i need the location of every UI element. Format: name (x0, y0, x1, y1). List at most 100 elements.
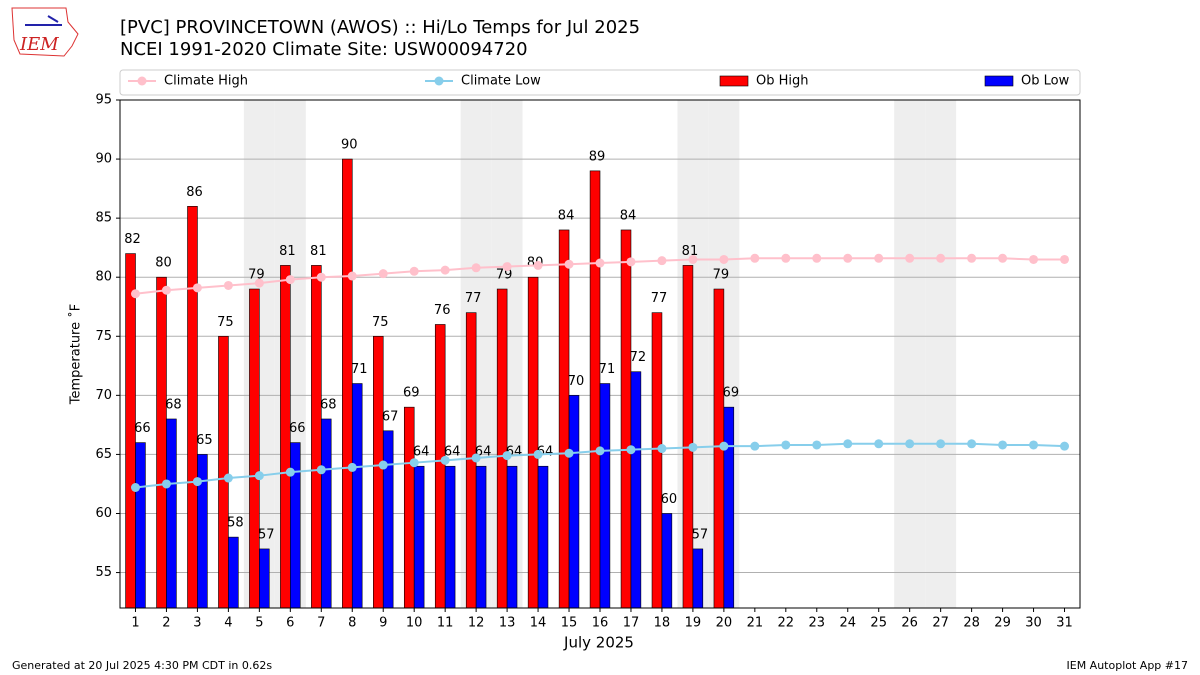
bar (651, 312, 663, 609)
point (1029, 440, 1039, 450)
bar (351, 383, 363, 609)
y-tick-label: 55 (95, 565, 112, 580)
x-tick-label: 11 (437, 616, 454, 631)
y-tick-label: 60 (95, 506, 112, 521)
point (378, 460, 388, 470)
x-tick-label: 29 (994, 616, 1011, 631)
legend-label: Climate High (164, 74, 248, 89)
logo: IEM (11, 7, 79, 57)
point (378, 269, 388, 279)
data-label: 66 (289, 421, 306, 436)
point (564, 259, 574, 269)
point (192, 477, 202, 487)
logo-icon (25, 15, 62, 26)
point (595, 258, 605, 268)
data-label: 84 (620, 208, 637, 223)
point (285, 275, 295, 285)
bar (249, 288, 260, 609)
data-label: 82 (124, 232, 141, 247)
x-tick-label: 6 (286, 616, 294, 631)
x-tick-label: 12 (468, 616, 485, 631)
point (440, 455, 450, 465)
bar (599, 383, 611, 609)
point (812, 440, 822, 450)
data-label: 77 (465, 291, 482, 306)
point (688, 254, 698, 264)
point (440, 265, 450, 275)
bar (382, 430, 394, 609)
point (285, 467, 295, 477)
x-tick-label: 31 (1056, 616, 1073, 631)
y-tick-label: 90 (95, 152, 112, 167)
bar (723, 406, 735, 609)
legend-marker (434, 76, 444, 86)
point (533, 260, 543, 270)
point (192, 283, 202, 293)
point (564, 448, 574, 458)
bar (434, 324, 446, 609)
bar (475, 465, 487, 609)
data-label: 84 (558, 208, 575, 223)
bar (166, 418, 177, 609)
bar (692, 548, 704, 609)
data-label: 80 (155, 256, 172, 271)
bar (413, 465, 425, 609)
point (1029, 254, 1039, 264)
point (595, 446, 605, 456)
data-label: 81 (310, 244, 327, 259)
bar (373, 335, 384, 609)
shaded-band (894, 100, 926, 608)
point (905, 253, 915, 263)
point (874, 253, 884, 263)
x-tick-label: 2 (162, 616, 170, 631)
x-tick-label: 28 (963, 616, 980, 631)
data-label: 58 (227, 516, 244, 531)
data-label: 69 (403, 386, 420, 401)
x-tick-label: 21 (747, 616, 764, 631)
x-tick-label: 8 (348, 616, 356, 631)
bar (187, 206, 198, 609)
x-tick-label: 1 (131, 616, 139, 631)
data-label: 72 (630, 350, 647, 365)
point (471, 263, 481, 273)
bar (280, 265, 291, 609)
data-label: 57 (258, 527, 275, 542)
point (998, 253, 1008, 263)
x-tick-label: 20 (716, 616, 733, 631)
bar (156, 276, 167, 609)
data-label: 76 (434, 303, 451, 318)
y-axis-label: Temperature ˚F (68, 304, 84, 405)
bar (682, 265, 694, 609)
bar (630, 371, 642, 609)
x-tick-label: 10 (406, 616, 423, 631)
bar (135, 442, 146, 609)
shaded-band (925, 100, 957, 608)
data-label: 71 (599, 362, 616, 377)
x-tick-label: 25 (870, 616, 887, 631)
data-label: 68 (320, 397, 337, 412)
data-label: 69 (723, 386, 740, 401)
data-label: 79 (713, 268, 730, 283)
x-axis-label: July 2025 (563, 634, 634, 652)
legend-marker (137, 76, 147, 86)
footer-left: Generated at 20 Jul 2025 4:30 PM CDT in … (12, 659, 272, 672)
legend-box (119, 69, 1081, 96)
point (626, 257, 636, 267)
point (626, 445, 636, 455)
x-tick-label: 7 (317, 616, 325, 631)
bar (527, 276, 539, 609)
x-tick-label: 15 (561, 616, 578, 631)
x-tick-label: 24 (839, 616, 856, 631)
bar (311, 265, 322, 609)
bar (558, 229, 570, 609)
x-tick-label: 16 (592, 616, 609, 631)
point (1060, 441, 1070, 451)
data-label: 64 (444, 445, 461, 460)
x-tick-label: 19 (685, 616, 702, 631)
logo-text: IEM (19, 34, 59, 55)
point (967, 439, 977, 449)
bar (537, 465, 549, 609)
point (936, 439, 946, 449)
y-tick-label: 95 (95, 93, 112, 108)
